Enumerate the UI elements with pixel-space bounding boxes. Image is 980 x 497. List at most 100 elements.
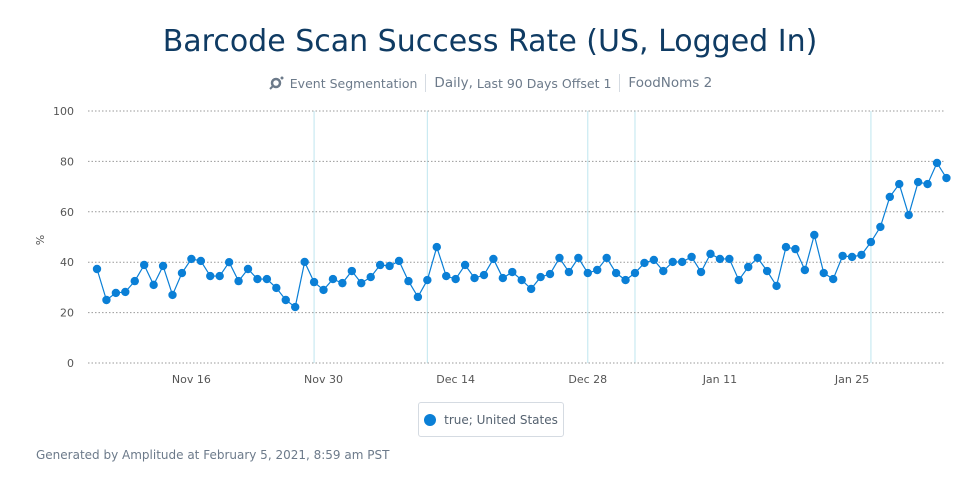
data-point [866, 237, 876, 247]
data-point [489, 254, 498, 264]
data-point [130, 276, 139, 286]
data-point [375, 260, 385, 270]
data-point [932, 158, 942, 168]
chart-subtitle: Event Segmentation Daily, Last 90 Days O… [0, 74, 980, 92]
legend-marker [424, 413, 437, 426]
data-point [744, 262, 753, 272]
data-point [593, 265, 602, 275]
data-point [762, 266, 772, 276]
data-point [309, 277, 319, 287]
data-point [857, 250, 866, 260]
data-point [574, 253, 583, 263]
generated-footer: Generated by Amplitude at February 5, 20… [36, 448, 390, 462]
data-point [696, 267, 706, 277]
data-point [158, 261, 168, 271]
data-point [564, 267, 574, 277]
data-point [366, 272, 375, 282]
data-point [772, 281, 781, 291]
data-point [413, 292, 423, 302]
data-point [394, 256, 404, 266]
data-point [781, 242, 791, 252]
y-tick-label: 80 [60, 155, 74, 168]
data-point [810, 230, 819, 240]
data-point [187, 254, 196, 264]
data-point [281, 295, 290, 305]
x-tick-label: Nov 30 [304, 373, 343, 386]
data-point [168, 290, 177, 300]
data-point [602, 253, 611, 263]
legend-item[interactable]: true; United States [418, 402, 564, 437]
data-point [555, 253, 564, 263]
x-tick-label: Jan 11 [702, 373, 737, 386]
data-point [526, 284, 536, 294]
data-point [800, 265, 810, 275]
data-point [942, 173, 951, 183]
y-tick-label: 0 [67, 357, 74, 370]
event-segmentation-icon [269, 76, 284, 90]
data-point [895, 179, 904, 189]
data-point [838, 251, 847, 261]
data-point [404, 276, 413, 286]
data-point [621, 275, 630, 285]
data-point [508, 267, 517, 277]
chart-title: Barcode Scan Success Rate (US, Logged In… [162, 24, 818, 59]
data-point [111, 288, 121, 298]
data-point [847, 252, 857, 262]
data-point [177, 268, 187, 278]
data-point [224, 258, 234, 267]
data-point [668, 257, 677, 267]
y-tick-label: 20 [60, 307, 74, 320]
data-point [725, 254, 734, 264]
x-tick-label: Jan 25 [834, 373, 869, 386]
data-point [338, 278, 347, 288]
data-point [479, 270, 489, 280]
data-point [262, 274, 272, 284]
data-point [253, 274, 262, 284]
data-point [442, 271, 451, 281]
data-point [470, 273, 479, 283]
data-point [243, 264, 253, 274]
data-point [536, 272, 545, 282]
data-point [715, 254, 725, 264]
data-point [460, 260, 470, 270]
data-point [319, 285, 328, 295]
chart-type-label: Event Segmentation [289, 75, 418, 91]
data-point [706, 249, 715, 259]
data-point [630, 268, 640, 278]
data-point [904, 210, 913, 220]
data-point [517, 275, 526, 285]
data-point [102, 295, 111, 305]
data-point [913, 177, 923, 187]
y-tick-label: 40 [60, 256, 74, 269]
data-point [385, 261, 394, 271]
data-point [498, 273, 508, 283]
project-label: FoodNoms 2 [628, 75, 713, 91]
data-point [357, 278, 366, 288]
data-point [649, 255, 659, 265]
data-point [640, 258, 649, 268]
data-point [300, 257, 309, 267]
data-point [272, 283, 281, 293]
range-label: Last 90 Days Offset 1 [476, 75, 612, 91]
data-point [687, 252, 696, 262]
x-tick-label: Nov 16 [172, 373, 211, 386]
y-axis-label: % [34, 235, 47, 245]
data-point [545, 269, 555, 279]
y-tick-label: 60 [60, 206, 74, 219]
data-point [92, 264, 102, 274]
data-point [196, 256, 206, 266]
divider [425, 74, 427, 92]
data-point [734, 275, 743, 285]
data-point [583, 268, 592, 278]
data-point [423, 275, 432, 285]
data-point [611, 268, 621, 278]
data-point [876, 222, 885, 232]
data-point [923, 179, 932, 189]
line-chart: 0 20 40 60 80 100% Nov 16 Nov 30 Dec 14 Dec 28 Jan… [34, 105, 951, 386]
data-point [659, 266, 668, 276]
data-point [328, 274, 338, 284]
data-point [215, 271, 224, 281]
data-point [791, 244, 800, 254]
interval-label: Daily, [434, 75, 473, 91]
data-point [819, 268, 828, 278]
